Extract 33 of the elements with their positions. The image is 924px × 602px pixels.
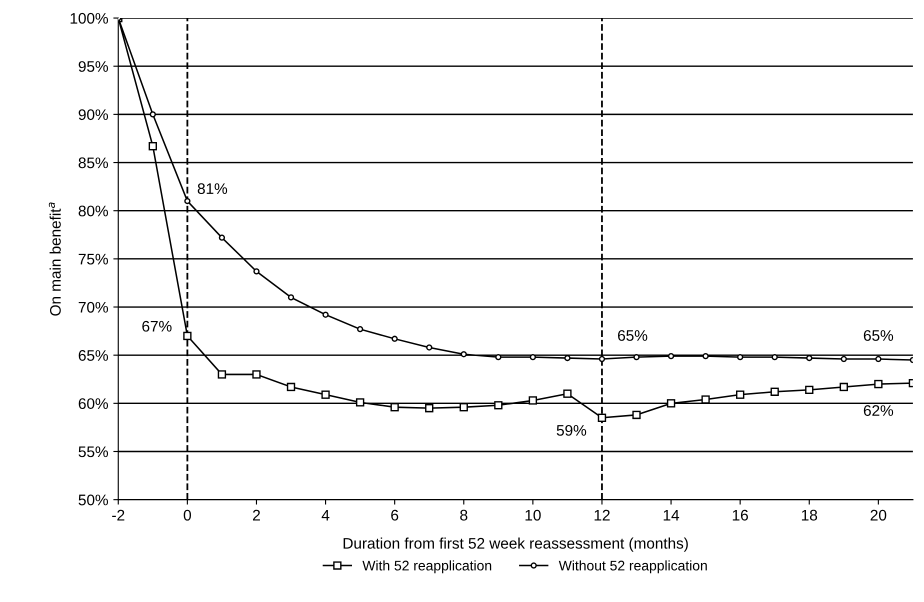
x-tick-label: 6 bbox=[391, 510, 398, 521]
x-axis-title: Duration from first 52 week reassessment (months) bbox=[344, 538, 688, 552]
x-tick-label: 0 bbox=[184, 510, 192, 521]
y-tick-label: 80% bbox=[78, 206, 108, 216]
y-axis-title: On main benefit$^{a}$ bbox=[48, 202, 61, 316]
annotation: 67% bbox=[142, 320, 172, 332]
x-tick-label: 4 bbox=[322, 510, 330, 520]
x-tick-label: -2 bbox=[112, 510, 124, 520]
annotation: 59% bbox=[556, 424, 586, 436]
y-tick-label: 55% bbox=[78, 446, 108, 458]
annotation: 65% bbox=[864, 330, 894, 341]
annotation: 62% bbox=[864, 405, 894, 416]
x-tick-label: 2 bbox=[252, 510, 260, 520]
annotation: 81% bbox=[198, 183, 228, 194]
y-tick-label: 65% bbox=[78, 350, 108, 361]
x-tick-label: 8 bbox=[460, 510, 468, 521]
y-tick-label: 95% bbox=[78, 61, 108, 72]
y-tick-label: 60% bbox=[78, 398, 108, 410]
legend-label: Without 52 reapplication bbox=[558, 560, 707, 574]
x-tick-label: 14 bbox=[664, 510, 680, 520]
x-tick-label: 10 bbox=[526, 510, 541, 521]
x-tick-label: 20 bbox=[870, 510, 886, 521]
y-tick-label: 85% bbox=[78, 157, 108, 168]
y-tick-label: 75% bbox=[78, 254, 108, 265]
y-tick-label: 50% bbox=[78, 494, 108, 506]
annotation: 65% bbox=[618, 330, 648, 341]
x-tick-label: 18 bbox=[802, 510, 818, 521]
x-tick-label: 16 bbox=[732, 510, 748, 521]
y-tick-label: 100% bbox=[70, 12, 108, 24]
y-tick-label: 90% bbox=[78, 109, 108, 120]
legend-label: With 52 reapplication bbox=[362, 560, 492, 574]
x-tick-label: 12 bbox=[594, 510, 610, 520]
y-tick-label: 70% bbox=[78, 302, 108, 313]
